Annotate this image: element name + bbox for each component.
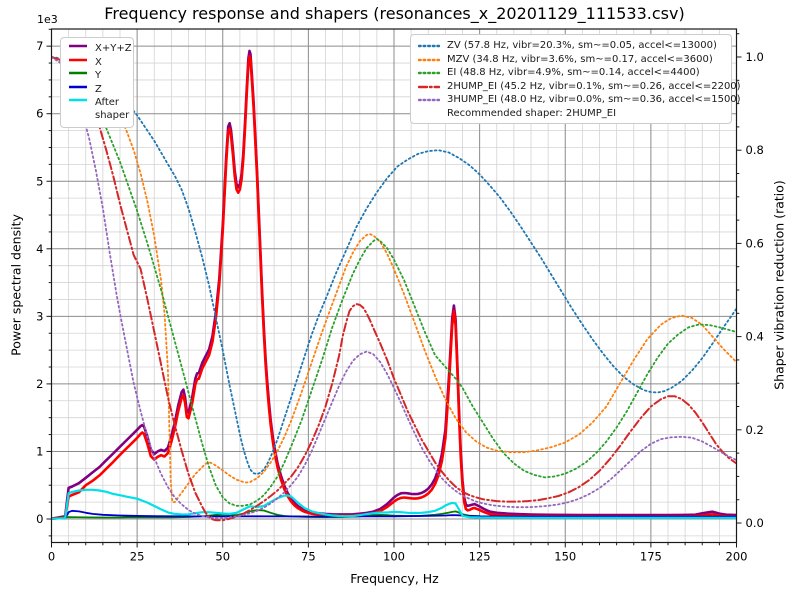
legend-item-label: After shaper bbox=[95, 97, 130, 121]
series-ei bbox=[51, 56, 737, 507]
legend-item: ZV (57.8 Hz, vibr=20.3%, sm~=0.05, accel… bbox=[418, 40, 724, 53]
legend-item-label: 2HUMP_EI (45.2 Hz, vibr=0.1%, sm~=0.26, … bbox=[447, 80, 741, 92]
legend-item: EI (48.8 Hz, vibr=4.9%, sm~=0.14, accel<… bbox=[418, 67, 724, 80]
legend-item-label: Y bbox=[95, 70, 102, 81]
x-tick-label: 0 bbox=[48, 550, 55, 564]
legend-item: 3HUMP_EI (48.0 Hz, vibr=0.0%, sm~=0.36, … bbox=[418, 94, 741, 107]
y-left-tick-label: 1 bbox=[36, 444, 43, 458]
legend-item-label: MZV (34.8 Hz, vibr=3.6%, sm~=0.17, accel… bbox=[447, 53, 713, 65]
legend-item-label: X bbox=[95, 56, 102, 68]
legend-item: MZV (34.8 Hz, vibr=3.6%, sm~=0.17, accel… bbox=[418, 54, 724, 67]
legend-item: Y bbox=[68, 70, 126, 83]
series-zv bbox=[51, 56, 737, 476]
legend-item-label: 3HUMP_EI (48.0 Hz, vibr=0.0%, sm~=0.36, … bbox=[447, 94, 741, 105]
legend-line-sample bbox=[418, 45, 440, 48]
x-tick-label: 200 bbox=[726, 550, 748, 564]
legend-item-label: X+Y+Z bbox=[95, 43, 132, 54]
y-axis-label-right: Shaper vibration reduction (ratio) bbox=[771, 180, 787, 390]
legend-shapers: ZV (57.8 Hz, vibr=20.3%, sm~=0.05, accel… bbox=[410, 34, 741, 124]
x-tick-label: 25 bbox=[130, 550, 145, 564]
x-tick-label: 50 bbox=[215, 550, 230, 564]
legend-line-sample bbox=[69, 58, 87, 61]
legend-item: Z bbox=[68, 84, 126, 97]
legend-line-sample bbox=[418, 99, 440, 102]
legend-item: 2HUMP_EI (45.2 Hz, vibr=0.1%, sm~=0.26, … bbox=[418, 81, 741, 94]
y-right-tick-label: 1.0 bbox=[746, 50, 764, 64]
y-axis-offset-text: 1e3 bbox=[37, 13, 58, 26]
x-tick-label: 75 bbox=[301, 550, 316, 564]
y-right-tick-label: 0.2 bbox=[746, 423, 764, 437]
y-right-tick-label: 0.6 bbox=[746, 236, 764, 250]
legend-line-sample bbox=[69, 71, 87, 75]
page-title: Frequency response and shapers (resonanc… bbox=[104, 4, 685, 23]
y-right-tick-label: 0.8 bbox=[746, 143, 764, 157]
series-3hump-ei bbox=[51, 56, 737, 519]
y-left-tick-label: 5 bbox=[36, 174, 43, 188]
y-right-tick-label: 0.4 bbox=[746, 330, 764, 344]
y-left-tick-label: 7 bbox=[36, 39, 43, 53]
legend-item: After shaper bbox=[68, 97, 130, 122]
legend-item: X bbox=[68, 57, 126, 70]
legend-item: X+Y+Z bbox=[68, 43, 132, 56]
legend-line-sample bbox=[69, 85, 87, 88]
series-mzv bbox=[51, 56, 737, 504]
y-left-tick-label: 3 bbox=[36, 309, 43, 323]
legend-line-sample bbox=[418, 58, 440, 61]
y-right-tick-label: 0.0 bbox=[746, 516, 764, 530]
y-left-tick-label: 4 bbox=[36, 242, 43, 256]
legend-item-label: EI (48.8 Hz, vibr=4.9%, sm~=0.14, accel<… bbox=[447, 67, 700, 78]
y-axis-label-left: Power spectral density bbox=[8, 214, 24, 356]
x-tick-label: 175 bbox=[640, 550, 662, 564]
series-x bbox=[51, 54, 737, 521]
legend-item-label: ZV (57.8 Hz, vibr=20.3%, sm~=0.05, accel… bbox=[447, 40, 717, 51]
legend-line-sample bbox=[418, 85, 440, 88]
legend-item-label: Z bbox=[95, 83, 102, 95]
y-left-tick-label: 6 bbox=[36, 107, 43, 121]
x-tick-label: 100 bbox=[383, 550, 405, 564]
legend-recommended-shaper: Recommended shaper: 2HUMP_EI bbox=[447, 107, 617, 119]
x-axis-label: Frequency, Hz bbox=[350, 571, 439, 586]
series-after-shaper bbox=[51, 488, 737, 520]
x-tick-label: 125 bbox=[469, 550, 491, 564]
legend-line-sample bbox=[69, 44, 87, 48]
y-left-tick-label: 0 bbox=[36, 512, 43, 526]
legend-line-sample bbox=[69, 98, 87, 102]
legend-psd-series: X+Y+Z X Y Z After shaper bbox=[60, 37, 134, 128]
series-2hump-ei bbox=[51, 56, 737, 522]
x-tick-label: 150 bbox=[554, 550, 576, 564]
legend-line-sample bbox=[418, 72, 440, 75]
y-left-tick-label: 2 bbox=[36, 377, 43, 391]
